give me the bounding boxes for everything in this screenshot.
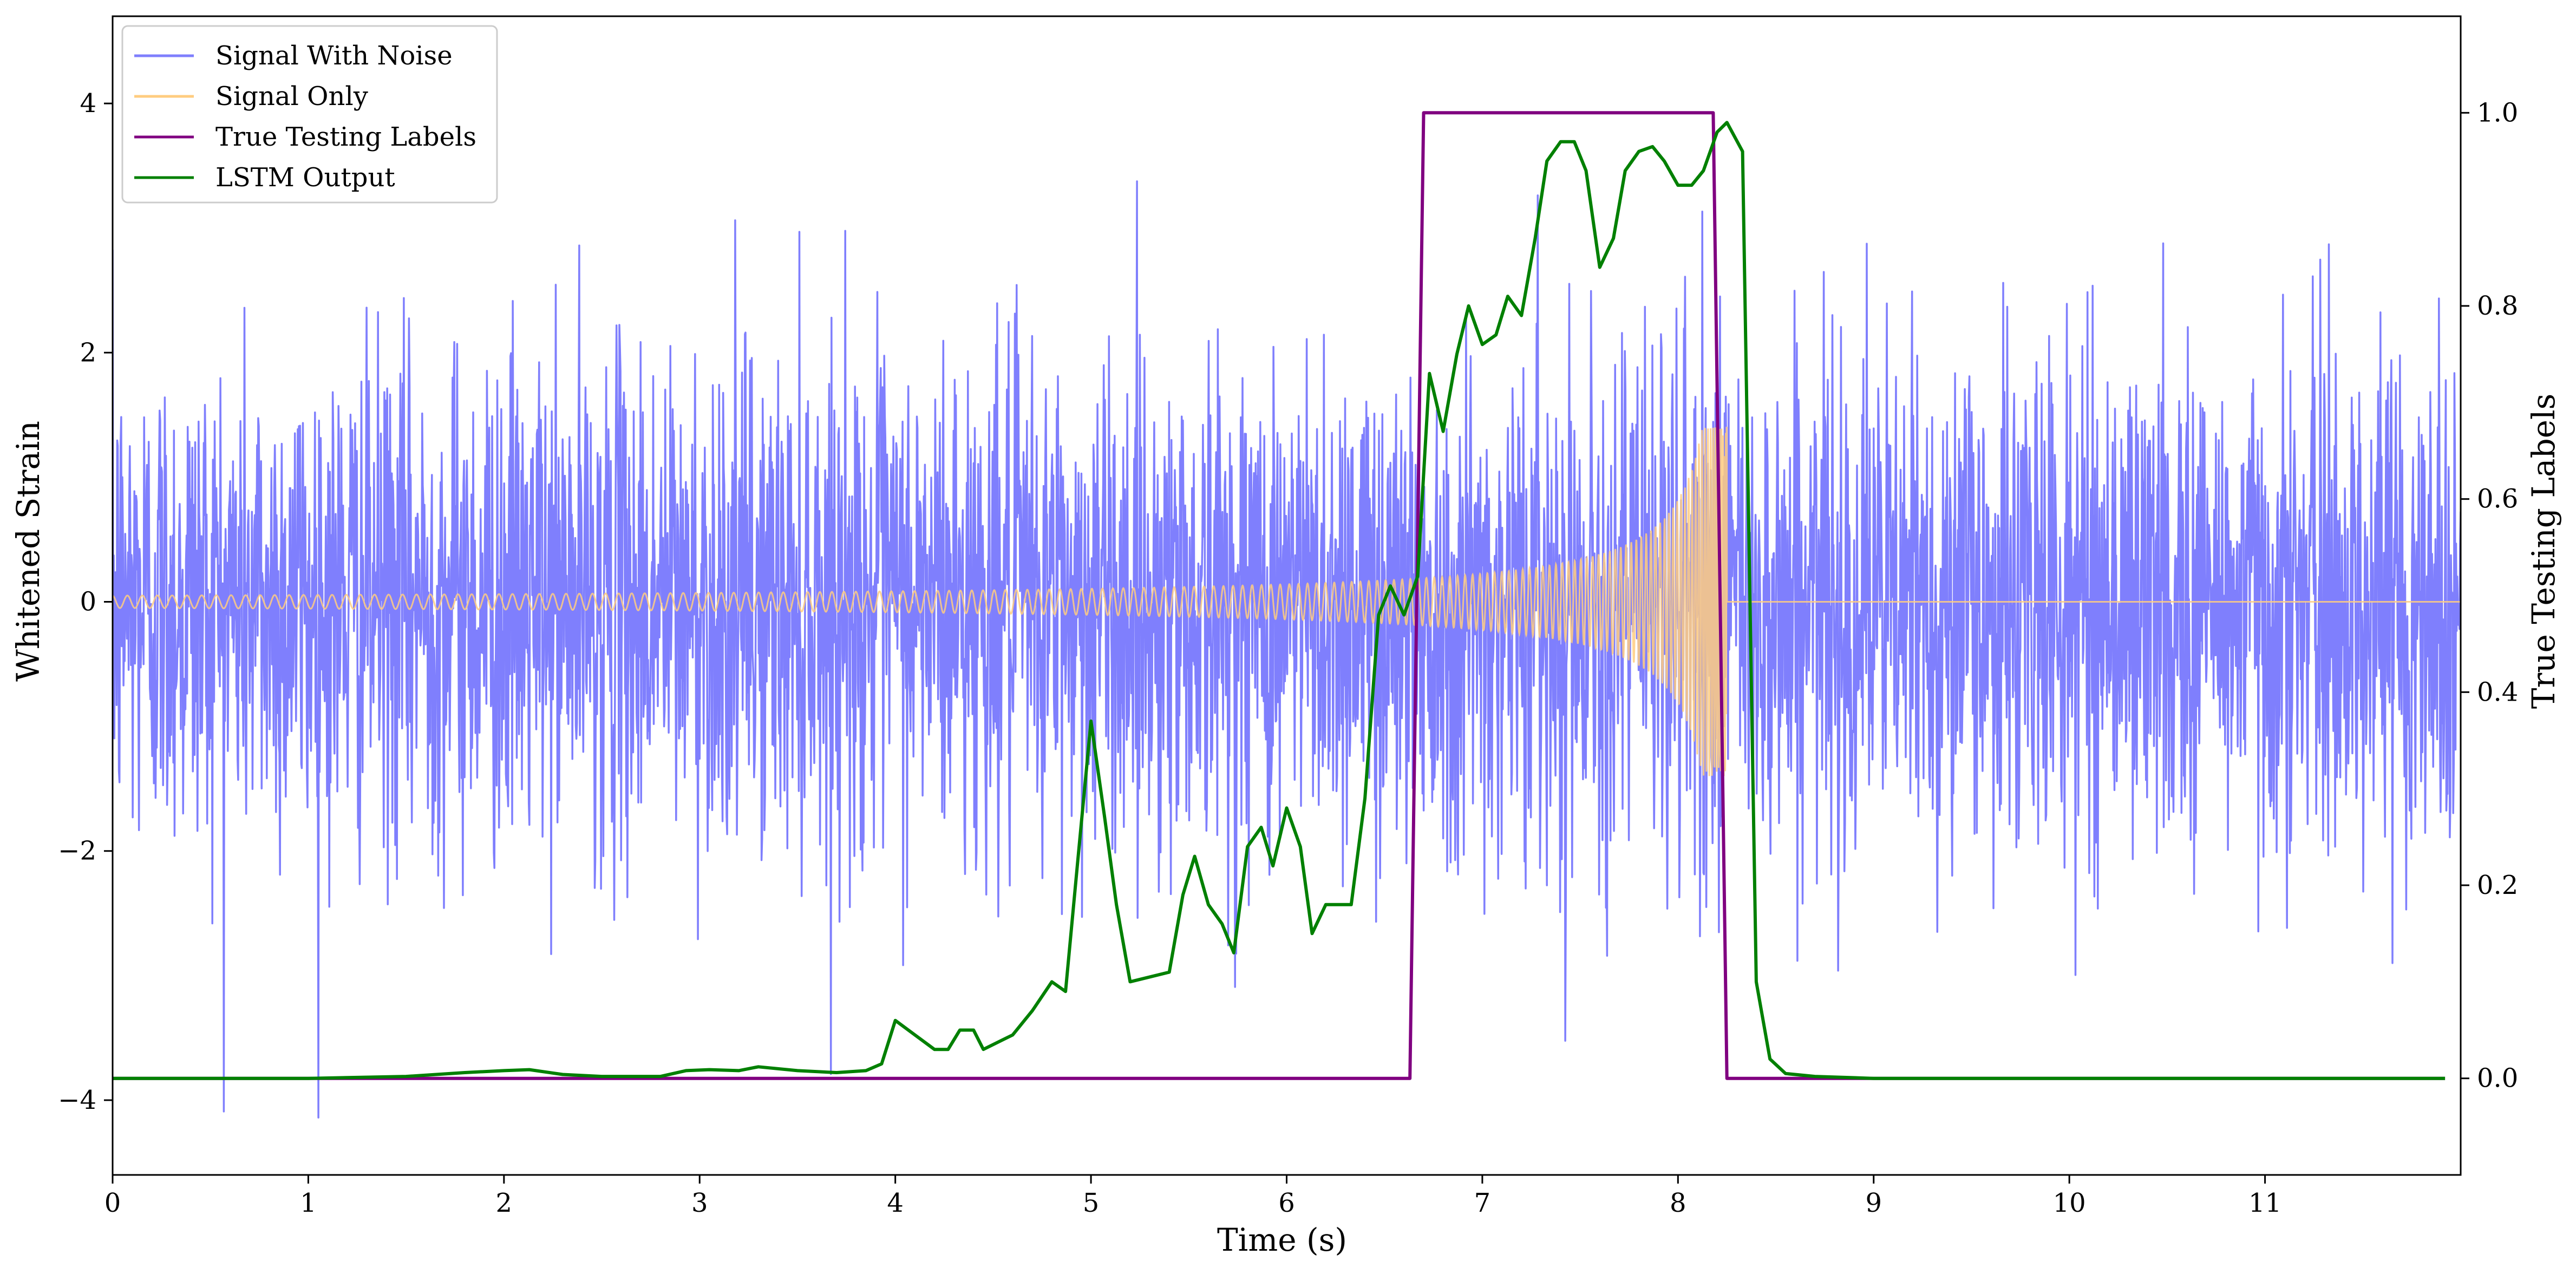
legend-label-true-testing-labels: True Testing Labels — [215, 122, 476, 152]
y-tick-label-0: −4 — [58, 1085, 96, 1115]
y2-tick-label-2: 0.4 — [2477, 677, 2518, 707]
x-tick-label-10: 10 — [2053, 1188, 2086, 1218]
x-tick-label-7: 7 — [1474, 1188, 1491, 1218]
x-axis-label: Time (s) — [1217, 1221, 1347, 1258]
y-tick-label-3: 2 — [80, 337, 96, 368]
legend-label-signal-with-noise: Signal With Noise — [215, 41, 453, 71]
x-tick-label-11: 11 — [2248, 1188, 2281, 1218]
legend-label-lstm-output: LSTM Output — [215, 162, 395, 193]
x-tick-label-8: 8 — [1670, 1188, 1686, 1218]
x-tick-label-3: 3 — [691, 1188, 708, 1218]
x-tick-label-1: 1 — [300, 1188, 317, 1218]
x-tick-label-4: 4 — [887, 1188, 904, 1218]
legend-label-signal-only: Signal Only — [215, 81, 368, 112]
y2-tick-label-4: 0.8 — [2477, 291, 2518, 321]
y-axis-label: Whitened Strain — [10, 421, 47, 682]
y-tick-label-1: −2 — [58, 836, 96, 866]
series-lstm-output — [113, 121, 2446, 1080]
y2-axis-label: True Testing Labels — [2525, 394, 2562, 709]
x-tick-label-2: 2 — [496, 1188, 513, 1218]
y-tick-label-2: 0 — [80, 587, 96, 617]
x-tick-label-0: 0 — [104, 1188, 121, 1218]
x-tick-label-6: 6 — [1278, 1188, 1295, 1218]
y-tick-label-4: 4 — [80, 88, 96, 119]
y2-tick-label-1: 0.2 — [2477, 870, 2518, 900]
x-tick-label-5: 5 — [1083, 1188, 1100, 1218]
legend: Signal With Noise Signal Only True Testi… — [121, 25, 498, 204]
series-signal-with-noise — [113, 180, 2461, 1119]
series-signal-only — [113, 427, 2461, 776]
y2-tick-label-5: 1.0 — [2477, 97, 2518, 128]
y2-tick-label-0: 0.0 — [2477, 1063, 2518, 1094]
x-tick-label-9: 9 — [1865, 1188, 1882, 1218]
legend-box — [121, 25, 498, 204]
y2-tick-label-3: 0.6 — [2477, 484, 2518, 514]
